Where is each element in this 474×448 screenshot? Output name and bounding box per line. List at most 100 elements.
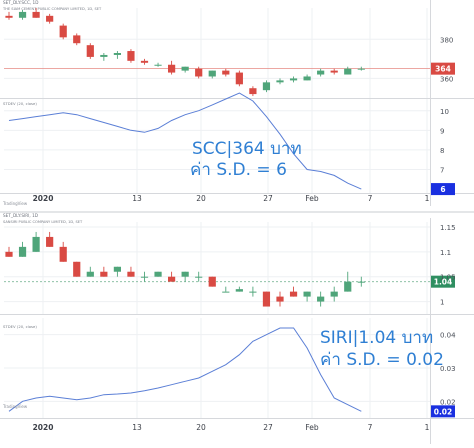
candle-body	[249, 88, 257, 95]
candle-body	[249, 291, 257, 293]
grid-layer	[4, 8, 430, 418]
candle-body	[127, 51, 135, 61]
candle-body	[59, 25, 67, 38]
candle-body	[222, 70, 230, 75]
tradingview-watermark: TradingView	[2, 201, 28, 206]
marks-layer	[5, 8, 455, 418]
siri-annotation-line1: SIRI|1.04 บาท	[320, 328, 433, 348]
candle-body	[46, 236, 54, 247]
candle-body	[289, 78, 298, 81]
candle-body	[113, 53, 121, 55]
last-value-badge	[431, 405, 455, 418]
x-tick-label: 1	[425, 423, 430, 432]
indicator-header: STDEV (20, close)	[3, 101, 37, 106]
y-tick-label: 1.1	[440, 249, 451, 257]
candle-body	[222, 291, 230, 293]
candle-body	[140, 276, 149, 278]
candle-body	[168, 64, 176, 73]
scc-annotation-line1: SCC|364 บาท	[192, 139, 302, 159]
candle-body	[168, 276, 176, 282]
candle-body	[5, 251, 13, 257]
y-tick-label: 1.15	[440, 224, 456, 232]
candle-body	[46, 15, 54, 22]
candle-body	[181, 271, 189, 277]
candle-body	[86, 271, 94, 277]
candle-body	[344, 68, 352, 75]
y-tick-label: 8	[440, 147, 444, 155]
siri-candles	[5, 231, 365, 307]
y-tick-label: 0.04	[440, 332, 456, 340]
candle-body	[73, 35, 81, 44]
x-tick-label: 27	[263, 194, 273, 203]
last-value-label: 6	[440, 185, 445, 194]
indicator-header: STDEV (20, close)	[3, 324, 37, 329]
candle-body	[195, 276, 203, 278]
candle-body	[140, 60, 149, 63]
y-tick-label: 380	[440, 36, 453, 44]
y-tick-label: 0.02	[440, 398, 456, 406]
chart-header: SET_DLY:SIRI, 1D	[3, 213, 38, 218]
x-tick-label: Feb	[305, 423, 319, 432]
last-price-label: 1.04	[434, 278, 453, 287]
candle-body	[344, 281, 352, 292]
y-tick-label: 9	[440, 127, 444, 135]
candle-body	[208, 276, 216, 287]
candle-body	[276, 296, 284, 302]
candle-body	[317, 296, 325, 302]
chart-header: SET_DLY:SCC, 1D	[3, 0, 38, 5]
chart-title: SANSIRI PUBLIC COMPANY LIMITED, 1D, SET	[3, 220, 83, 224]
candle-body	[127, 271, 135, 277]
x-tick-label: 27	[263, 423, 273, 432]
y-tick-label: 360	[440, 75, 453, 83]
x-tick-label: 1	[425, 194, 430, 203]
last-price-badge	[431, 275, 455, 288]
candle-body	[235, 289, 243, 292]
candle-body	[303, 291, 311, 297]
candle-body	[317, 70, 325, 75]
x-tick-label: Feb	[305, 194, 319, 203]
candle-body	[154, 271, 162, 277]
candle-body	[73, 261, 81, 277]
candle-body	[262, 291, 271, 307]
x-tick-label: 20	[196, 423, 206, 432]
candle-body	[154, 64, 162, 66]
siri-stdev-line	[8, 327, 362, 412]
x-tick-label: 20	[196, 194, 206, 203]
candle-body	[276, 80, 284, 83]
y-tick-label: 10	[440, 108, 449, 116]
candle-body	[357, 281, 365, 283]
last-price-badge	[431, 62, 455, 75]
candle-body	[18, 246, 27, 257]
candle-body	[195, 68, 203, 77]
y-tick-label: 7	[440, 167, 444, 175]
siri-annotation-line2: ค่า S.D. = 0.02	[320, 350, 444, 370]
candle-body	[5, 15, 13, 18]
candle-body	[100, 54, 108, 57]
last-value-badge	[431, 183, 455, 196]
x-tick-label: 7	[368, 194, 373, 203]
candle-body	[181, 66, 189, 71]
x-tick-label: 2020	[33, 423, 54, 432]
y-tick-label: 1	[440, 299, 444, 307]
x-tick-label: 7	[368, 423, 373, 432]
candle-body	[330, 70, 338, 73]
candle-body	[32, 236, 40, 252]
x-tick-label: 2020	[33, 194, 54, 203]
candle-body	[59, 246, 67, 262]
candle-body	[86, 45, 94, 57]
tradingview-watermark: TradingView	[2, 404, 28, 409]
candle-body	[32, 11, 40, 18]
chart-title: THE SIAM CEMENT PUBLIC COMPANY LIMITED, …	[2, 7, 102, 11]
last-value-label: 0.02	[434, 407, 453, 416]
y-tick-label: 0.03	[440, 365, 456, 373]
y-tick-label: 1.05	[440, 274, 456, 282]
scc-stdev-line	[8, 92, 362, 190]
candle-body	[303, 76, 311, 81]
candle-body	[18, 11, 27, 18]
candle-body	[113, 266, 121, 272]
x-tick-label: 13	[132, 194, 142, 203]
candle-body	[100, 271, 108, 277]
